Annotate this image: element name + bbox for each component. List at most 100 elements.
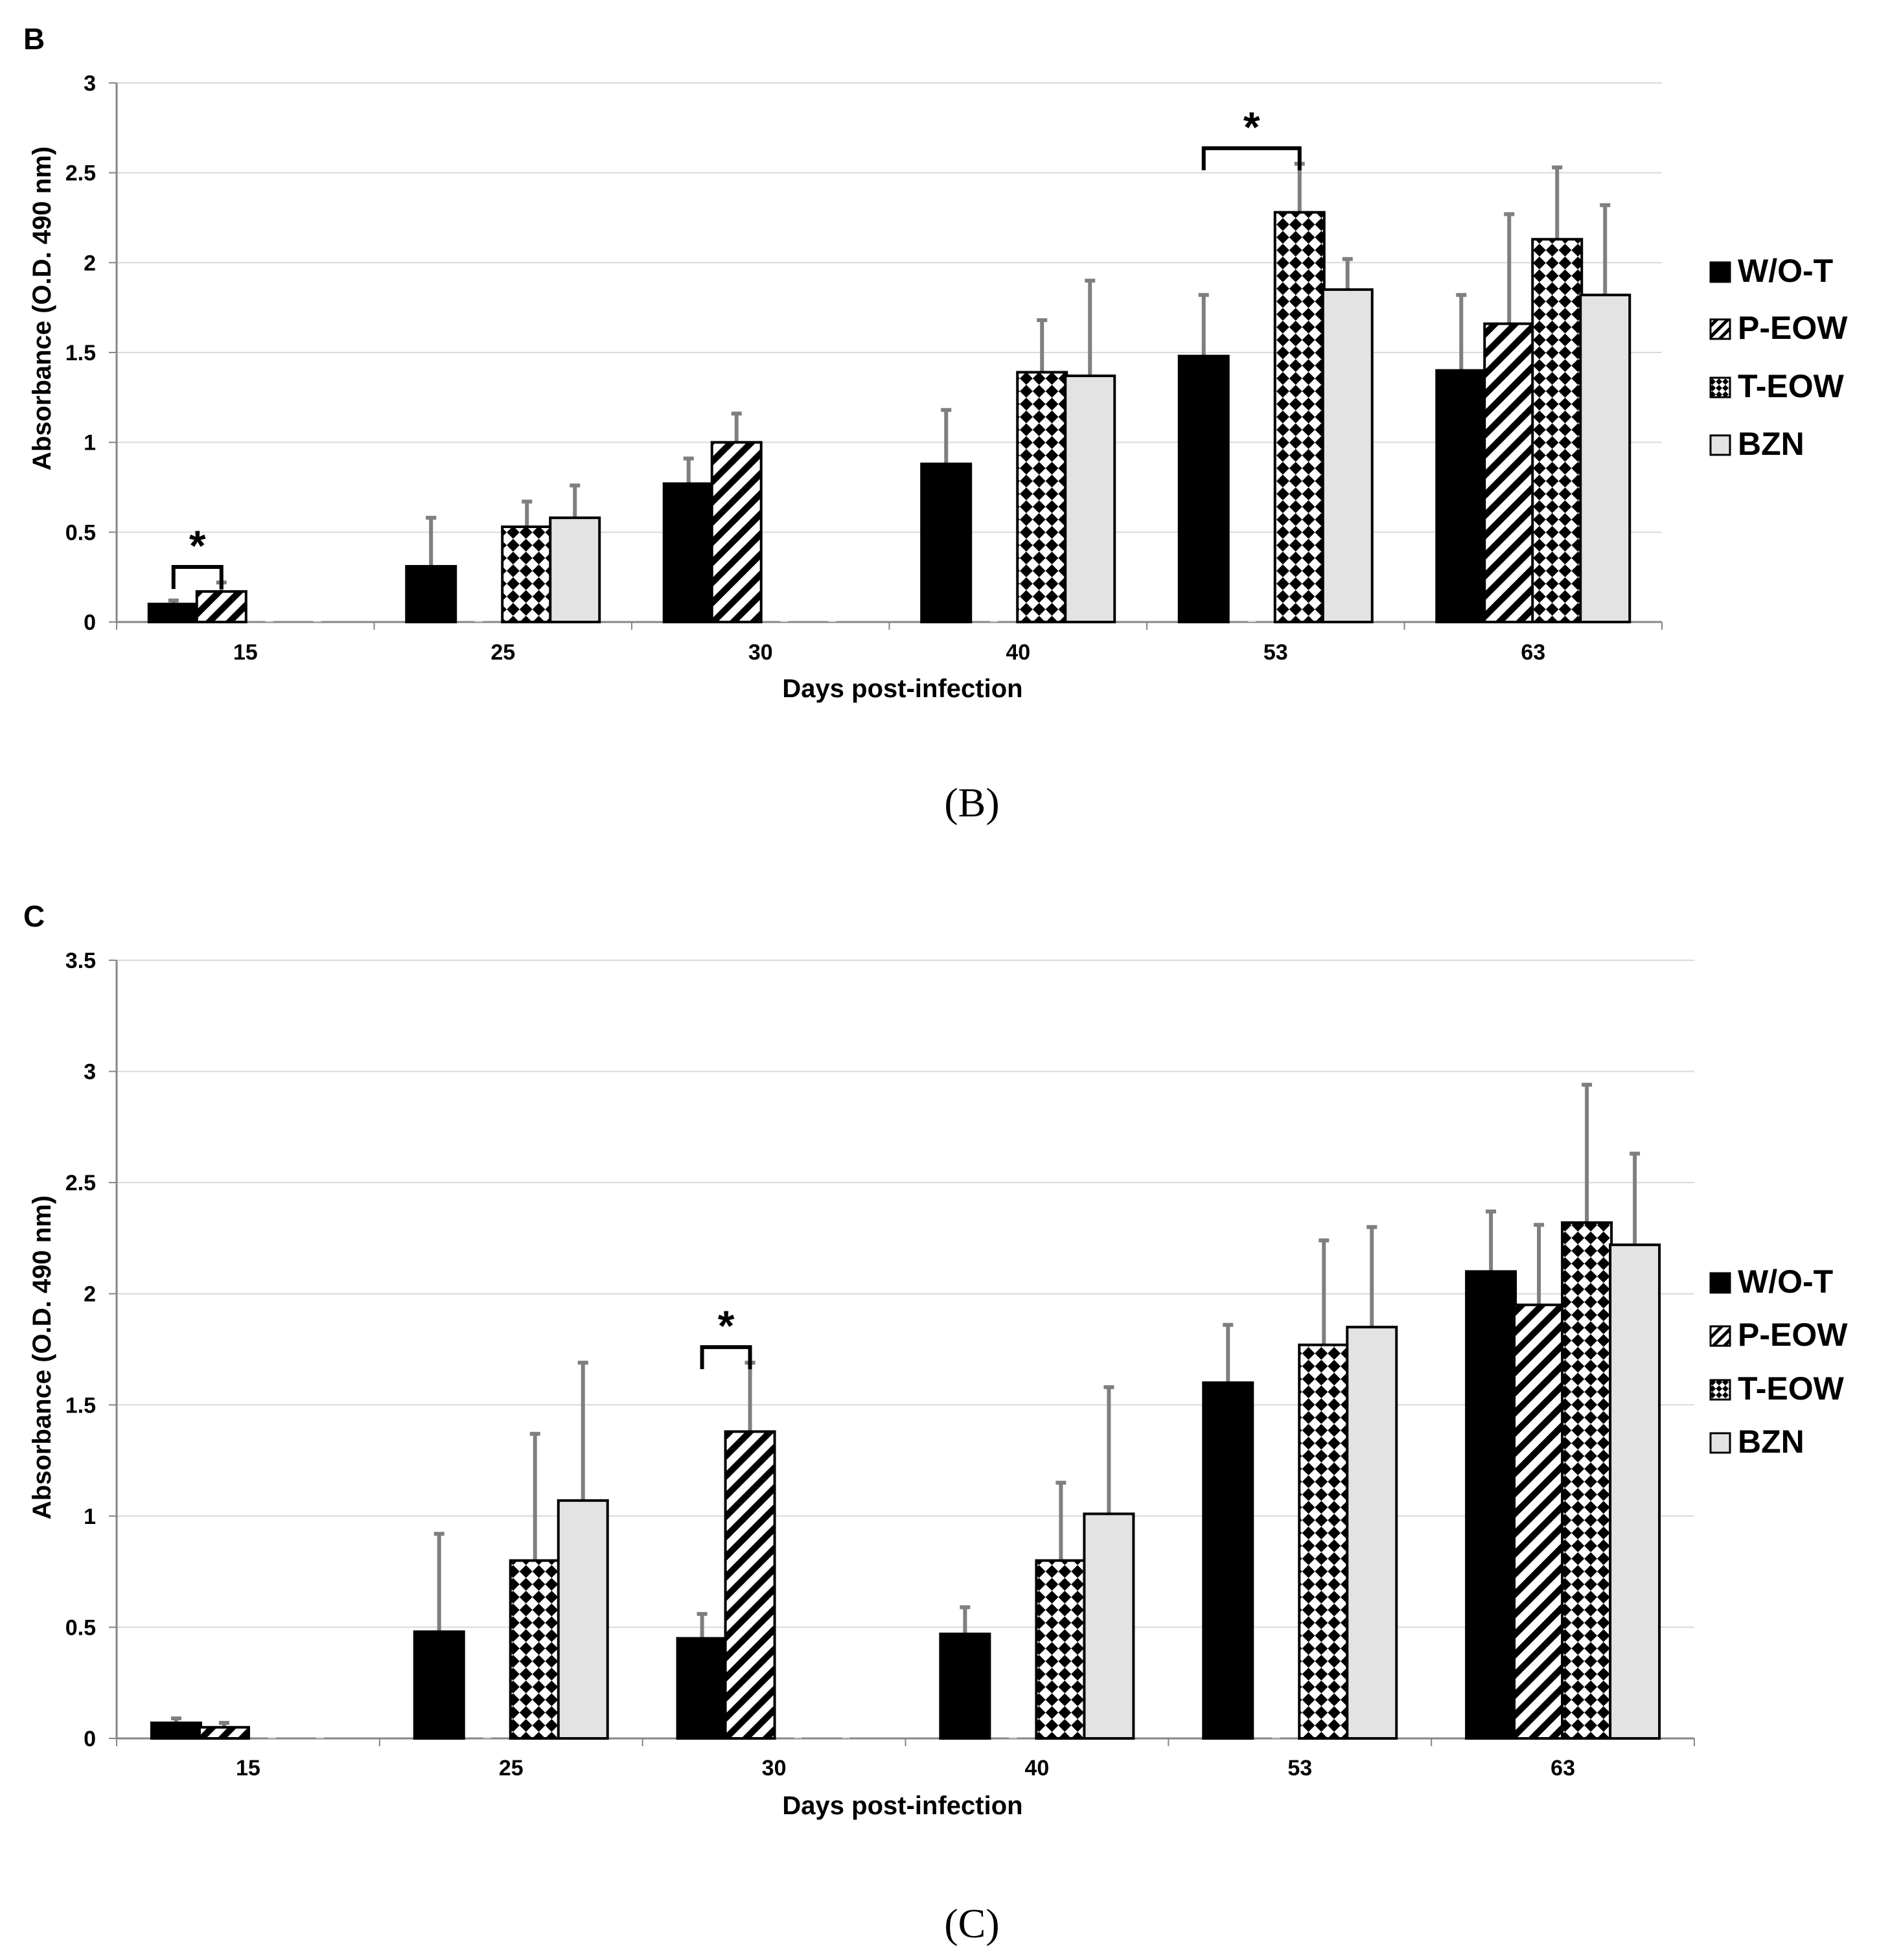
bar-wot [1202, 1381, 1254, 1740]
y-tick-label: 0 [84, 610, 96, 635]
significance-bracket [171, 564, 224, 589]
y-tick-label: 0.5 [65, 520, 96, 545]
legend: W/O-T P-EOW T-EOW BZN [1709, 253, 1848, 462]
x-tick-label: 15 [236, 1756, 260, 1781]
bar-bzn [1346, 1326, 1398, 1740]
bar-t-eow [1561, 1221, 1613, 1740]
bar-p-eow [724, 1430, 776, 1740]
legend-swatch-p-eow [1709, 318, 1731, 340]
legend-swatch-bzn [1709, 434, 1731, 456]
bar-t-eow [509, 1559, 561, 1740]
y-axis-title: Absorbance (O.D. 490 nm) [28, 146, 56, 470]
chart-panel-c: C 0 0.5 1 1.5 2 2.5 3 3.5 15 25 30 40 53 63 * Absorb… [23, 899, 1848, 1946]
x-axis: 15 25 30 40 53 63 [116, 1737, 1695, 1781]
y-tick-label: 0 [84, 1727, 96, 1751]
bar-p-eow [1513, 1303, 1565, 1740]
y-tick-label: 3 [84, 71, 96, 96]
x-tick-label: 40 [1025, 1756, 1050, 1781]
significance-star: * [1243, 103, 1260, 151]
significance-bracket [700, 1345, 752, 1370]
y-tick-label: 2.5 [65, 1171, 96, 1195]
legend-label-t-eow: T-EOW [1738, 368, 1845, 404]
legend-swatch-bzn [1709, 1432, 1731, 1454]
y-tick-label: 0.5 [65, 1615, 96, 1640]
legend-label-bzn: BZN [1738, 426, 1804, 462]
x-tick-label: 30 [748, 640, 773, 665]
y-tick-label: 3 [84, 1060, 96, 1085]
bar-t-eow [501, 525, 553, 623]
x-axis-title: Days post-infection [782, 1792, 1022, 1820]
bar-wot [920, 462, 973, 623]
bar-bzn [1609, 1243, 1661, 1740]
y-axis: 0 0.5 1 1.5 2 2.5 3 [65, 71, 118, 635]
bar-wot [662, 482, 715, 623]
bar-t-eow [1016, 371, 1068, 623]
y-tick-label: 1 [84, 431, 96, 455]
bar-wot [405, 565, 457, 624]
chart-panel-b: B 00.511.522.53 15 25 30 40 53 63 ** Absorban… [23, 22, 1848, 825]
panel-letter: B [23, 22, 45, 56]
grid [117, 960, 1694, 1628]
x-tick-label: 15 [233, 640, 258, 665]
y-tick-label: 2 [84, 1282, 96, 1307]
x-tick-label: 25 [499, 1756, 524, 1781]
bar-wot [676, 1637, 728, 1740]
legend-swatch-wot [1709, 261, 1731, 283]
bar-wot [413, 1630, 465, 1740]
legend: W/O-T P-EOW T-EOW BZN [1709, 1263, 1848, 1460]
y-axis-title: Absorbance (O.D. 490 nm) [28, 1195, 56, 1519]
x-axis-title: Days post-infection [782, 674, 1022, 703]
bar-p-eow [710, 441, 763, 624]
x-tick-label: 53 [1287, 1756, 1312, 1781]
bar-wot [1465, 1270, 1517, 1740]
x-tick-label: 25 [490, 640, 515, 665]
bars [150, 1083, 1661, 1740]
x-tick-label: 63 [1521, 640, 1545, 665]
bar-p-eow [195, 590, 248, 623]
figure-caption: (C) [944, 1900, 999, 1946]
bar-bzn [1579, 294, 1631, 623]
figure-caption: (B) [944, 779, 999, 825]
x-axis: 15 25 30 40 53 63 [116, 621, 1663, 665]
bar-bzn [1083, 1512, 1135, 1740]
bar-bzn [549, 516, 601, 623]
bar-wot [150, 1721, 202, 1740]
y-tick-label: 2.5 [65, 161, 96, 186]
x-tick-label: 53 [1263, 640, 1288, 665]
legend-label-t-eow: T-EOW [1738, 1370, 1845, 1407]
bar-t-eow [1035, 1559, 1087, 1740]
significance-markers: ** [171, 103, 1302, 589]
bar-bzn [1064, 375, 1116, 623]
x-tick-label: 40 [1006, 640, 1030, 665]
bar-wot [1177, 354, 1230, 624]
bar-p-eow [1483, 322, 1536, 623]
bar-wot [1435, 369, 1488, 623]
grid [117, 82, 1662, 533]
legend-swatch-wot [1709, 1272, 1731, 1294]
y-tick-label: 1 [84, 1505, 96, 1529]
legend-swatch-t-eow [1709, 1379, 1731, 1401]
bar-p-eow [198, 1725, 250, 1740]
x-tick-label: 30 [762, 1756, 787, 1781]
y-axis: 0 0.5 1 1.5 2 2.5 3 3.5 [65, 949, 118, 1751]
bars [147, 161, 1631, 624]
legend-label-p-eow: P-EOW [1738, 310, 1848, 346]
legend-label-wot: W/O-T [1738, 1263, 1833, 1300]
bar-wot [147, 603, 200, 623]
legend-label-wot: W/O-T [1738, 253, 1833, 289]
significance-star: * [718, 1302, 735, 1350]
y-tick-label: 3.5 [65, 949, 96, 973]
legend-label-p-eow: P-EOW [1738, 1317, 1848, 1353]
legend-label-bzn: BZN [1738, 1424, 1804, 1460]
bar-t-eow [1531, 238, 1584, 623]
bar-bzn [1321, 288, 1374, 623]
bar-t-eow [1298, 1343, 1350, 1740]
legend-swatch-t-eow [1709, 376, 1731, 398]
bar-t-eow [1273, 211, 1326, 623]
panel-letter: C [23, 899, 45, 933]
x-tick-label: 63 [1550, 1756, 1575, 1781]
y-tick-label: 1.5 [65, 341, 96, 365]
significance-star: * [189, 522, 206, 570]
y-tick-label: 2 [84, 251, 96, 275]
